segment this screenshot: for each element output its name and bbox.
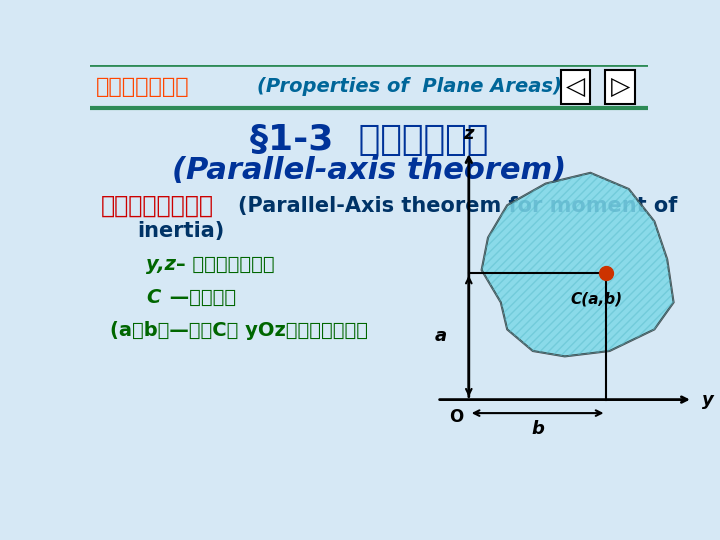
Text: ▷: ▷ bbox=[611, 75, 630, 99]
Text: §1-3  平行移轴公式: §1-3 平行移轴公式 bbox=[250, 123, 488, 157]
Text: C: C bbox=[145, 288, 160, 307]
Text: a: a bbox=[434, 327, 446, 345]
Text: b: b bbox=[531, 420, 544, 438]
Text: 截面的几何性质: 截面的几何性质 bbox=[96, 77, 189, 97]
Text: y: y bbox=[703, 390, 714, 409]
Text: (a，b）—形心C在 yOz坐标系下的坐标: (a，b）—形心C在 yOz坐标系下的坐标 bbox=[109, 321, 367, 340]
Text: 一、平行移轴公式: 一、平行移轴公式 bbox=[101, 194, 214, 218]
Text: O: O bbox=[449, 408, 463, 426]
Text: y,z: y,z bbox=[145, 255, 176, 274]
Text: (Parallel-Axis theorem for moment of: (Parallel-Axis theorem for moment of bbox=[238, 196, 678, 216]
Text: z: z bbox=[464, 125, 474, 143]
Text: —截面形心: —截面形心 bbox=[163, 288, 235, 307]
Polygon shape bbox=[482, 173, 674, 356]
Text: (Properties of  Plane Areas): (Properties of Plane Areas) bbox=[258, 77, 562, 96]
Text: (Parallel-axis theorem): (Parallel-axis theorem) bbox=[172, 156, 566, 185]
Text: – 任意一对坐标轴: – 任意一对坐标轴 bbox=[176, 255, 275, 274]
Text: inertia): inertia) bbox=[138, 221, 225, 241]
Text: ◁: ◁ bbox=[566, 75, 585, 99]
Text: C(a,b): C(a,b) bbox=[571, 292, 623, 307]
